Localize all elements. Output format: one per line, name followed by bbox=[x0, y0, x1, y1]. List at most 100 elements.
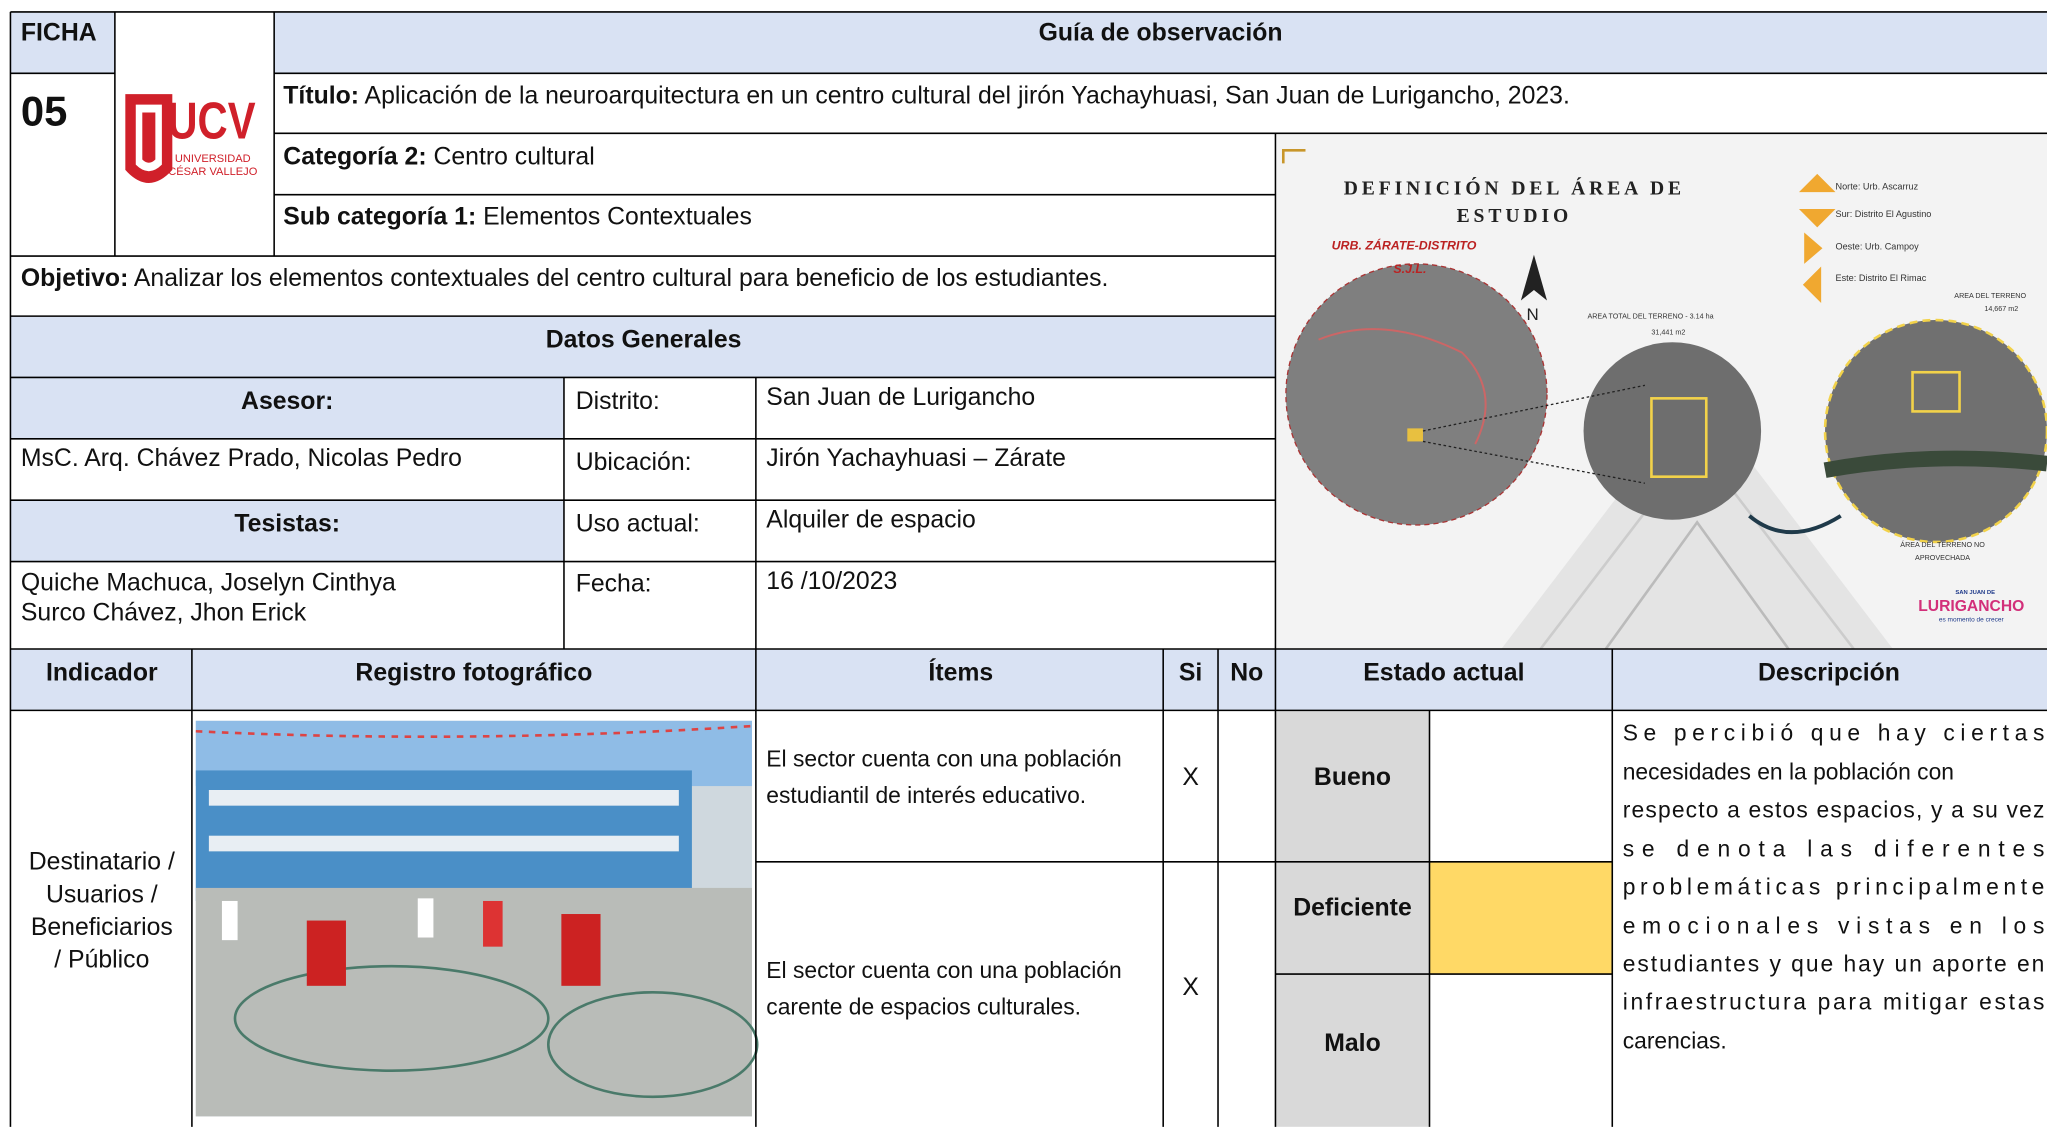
photo-part bbox=[233, 964, 550, 1072]
photo-part bbox=[195, 887, 752, 1117]
state-label: Malo bbox=[1324, 1030, 1380, 1057]
map-image bbox=[1276, 134, 2047, 650]
map-area: 31,441 m2 bbox=[1651, 328, 1685, 336]
map-place: URB. ZÁRATE-DISTRITO bbox=[1332, 238, 1477, 253]
cell-fill-part bbox=[1275, 710, 1430, 1127]
category-row: Categoría 2: Centro cultural bbox=[283, 144, 594, 171]
field-label: Distrito: bbox=[576, 388, 660, 415]
item-text: estudiantil de interés educativo. bbox=[766, 782, 1086, 808]
cell-fill-part bbox=[10, 500, 564, 562]
description: respecto a estos espacios, y a su vez bbox=[1623, 796, 2045, 822]
photo-part bbox=[306, 920, 346, 986]
map-image-part bbox=[1825, 320, 2047, 542]
author-name: Quiche Machuca, Joselyn Cinthya bbox=[21, 569, 396, 596]
map-image-part bbox=[1798, 209, 1836, 228]
column-header: Registro fotográfico bbox=[355, 659, 592, 686]
map-legend: Sur: Distrito El Agustino bbox=[1836, 209, 1932, 219]
map-brand: LURIGANCHO bbox=[1918, 598, 2024, 615]
indicator: Usuarios / bbox=[46, 881, 158, 908]
map-image-part bbox=[1407, 428, 1423, 442]
item-check: X bbox=[1182, 974, 1199, 1001]
photo-part bbox=[561, 914, 601, 986]
logo-text: UCV bbox=[167, 92, 256, 151]
state-label: Deficiente bbox=[1293, 894, 1412, 921]
map-area: AREA TOTAL DEL TERRENO - 3.14 ha bbox=[1587, 313, 1713, 321]
field-label: Fecha: bbox=[576, 571, 652, 598]
indicator: / Público bbox=[54, 947, 149, 974]
map-north: N bbox=[1527, 305, 1539, 324]
cell-fill-part bbox=[10, 11, 115, 74]
advisor-name: MsC. Arq. Chávez Prado, Nicolas Pedro bbox=[21, 445, 462, 472]
map-image-part bbox=[1798, 173, 1836, 193]
map-brand: es momento de crecer bbox=[1939, 617, 2005, 624]
field-value: Alquiler de espacio bbox=[766, 507, 976, 534]
category-label: Categoría 2: bbox=[283, 144, 426, 171]
photo-part bbox=[221, 900, 238, 941]
ficha-label: FICHA bbox=[21, 20, 97, 47]
cell-fill bbox=[10, 11, 2047, 1127]
map-area: ÁREA DEL TERRENO NO bbox=[1900, 540, 1985, 549]
description: emocionales vistas en los bbox=[1623, 913, 2045, 939]
map-image-part bbox=[1804, 232, 1823, 264]
map-brand: SAN JUAN DE bbox=[1955, 590, 1995, 596]
map-text: DEFINICIÓN DEL ÁREA DE ESTUDIO bbox=[1344, 178, 1685, 227]
map-legend: Oeste: Urb. Campoy bbox=[1836, 242, 1920, 252]
cell-fill-part bbox=[10, 316, 1276, 378]
map-image-part bbox=[1318, 328, 1487, 445]
title-label: Título: bbox=[283, 82, 359, 109]
indicator: Destinatario / bbox=[29, 849, 175, 876]
column-header: Estado actual bbox=[1363, 659, 1524, 686]
title-text: Aplicación de la neuroarquitectura en un… bbox=[359, 82, 1570, 109]
map-image-part bbox=[1422, 384, 1646, 432]
item-check: X bbox=[1182, 764, 1199, 791]
category-text: Centro cultural bbox=[427, 144, 595, 171]
map-text: URB. ZÁRATE-DISTRITO S.J.L. N Norte: Urb… bbox=[1332, 181, 2027, 623]
authors-label: Tesistas: bbox=[234, 511, 340, 538]
map-image-part bbox=[1911, 370, 1961, 413]
column-header: No bbox=[1230, 659, 1263, 686]
description: necesidades en la población con bbox=[1623, 759, 1954, 785]
subcategory-text: Elementos Contextuales bbox=[476, 204, 752, 231]
photo-part bbox=[483, 900, 503, 947]
field-value: 16 /10/2023 bbox=[766, 568, 897, 595]
photo-part bbox=[208, 790, 679, 806]
column-header: Ítems bbox=[928, 658, 993, 686]
map-image-part bbox=[1285, 263, 1548, 526]
map-image-part bbox=[1823, 450, 2047, 478]
map-image-part bbox=[1520, 254, 1547, 301]
photo-part bbox=[195, 724, 753, 738]
cell-fill-part bbox=[10, 649, 2047, 711]
logo-part bbox=[142, 112, 156, 163]
item-text: El sector cuenta con una población bbox=[766, 746, 1121, 772]
photo bbox=[195, 720, 759, 1117]
map-image-part bbox=[1285, 263, 1547, 525]
description: problemáticas principalmente bbox=[1623, 873, 2045, 899]
author-name: Surco Chávez, Jhon Erick bbox=[21, 599, 307, 626]
field-value: Jirón Yachayhuasi – Zárate bbox=[766, 445, 1066, 472]
map-image-part bbox=[1281, 149, 1306, 164]
description: estudiantes y que hay un aporte en bbox=[1623, 950, 2045, 976]
photo-part bbox=[208, 835, 679, 852]
map-image-part bbox=[1650, 397, 1708, 478]
logo-sub: CÉSAR VALLEJO bbox=[168, 165, 257, 178]
objective-label: Objetivo: bbox=[21, 265, 128, 292]
table-border bbox=[9, 11, 2047, 1127]
logo-sub: UNIVERSIDAD bbox=[175, 153, 251, 165]
description: infraestructura para mitigar estas bbox=[1623, 988, 2045, 1014]
map-title: DEFINICIÓN DEL ÁREA DE bbox=[1344, 178, 1685, 200]
state-label: Bueno bbox=[1314, 764, 1391, 791]
guide-title: Guía de observación bbox=[1039, 20, 1283, 47]
description: carencias. bbox=[1623, 1027, 1727, 1053]
map-area: 14,667 m2 bbox=[1984, 305, 2018, 313]
indicator: Beneficiarios bbox=[31, 914, 173, 941]
map-legend: Este: Distrito El Rimac bbox=[1836, 273, 1927, 283]
field-label: Uso actual: bbox=[576, 511, 700, 538]
field-value: San Juan de Lurigancho bbox=[766, 384, 1035, 411]
item-text: El sector cuenta con una población bbox=[766, 957, 1121, 983]
map-title: ESTUDIO bbox=[1457, 206, 1573, 227]
photo-part bbox=[417, 898, 434, 938]
field-label: Ubicación: bbox=[576, 449, 692, 476]
description: se denota las diferentes bbox=[1623, 836, 2045, 862]
